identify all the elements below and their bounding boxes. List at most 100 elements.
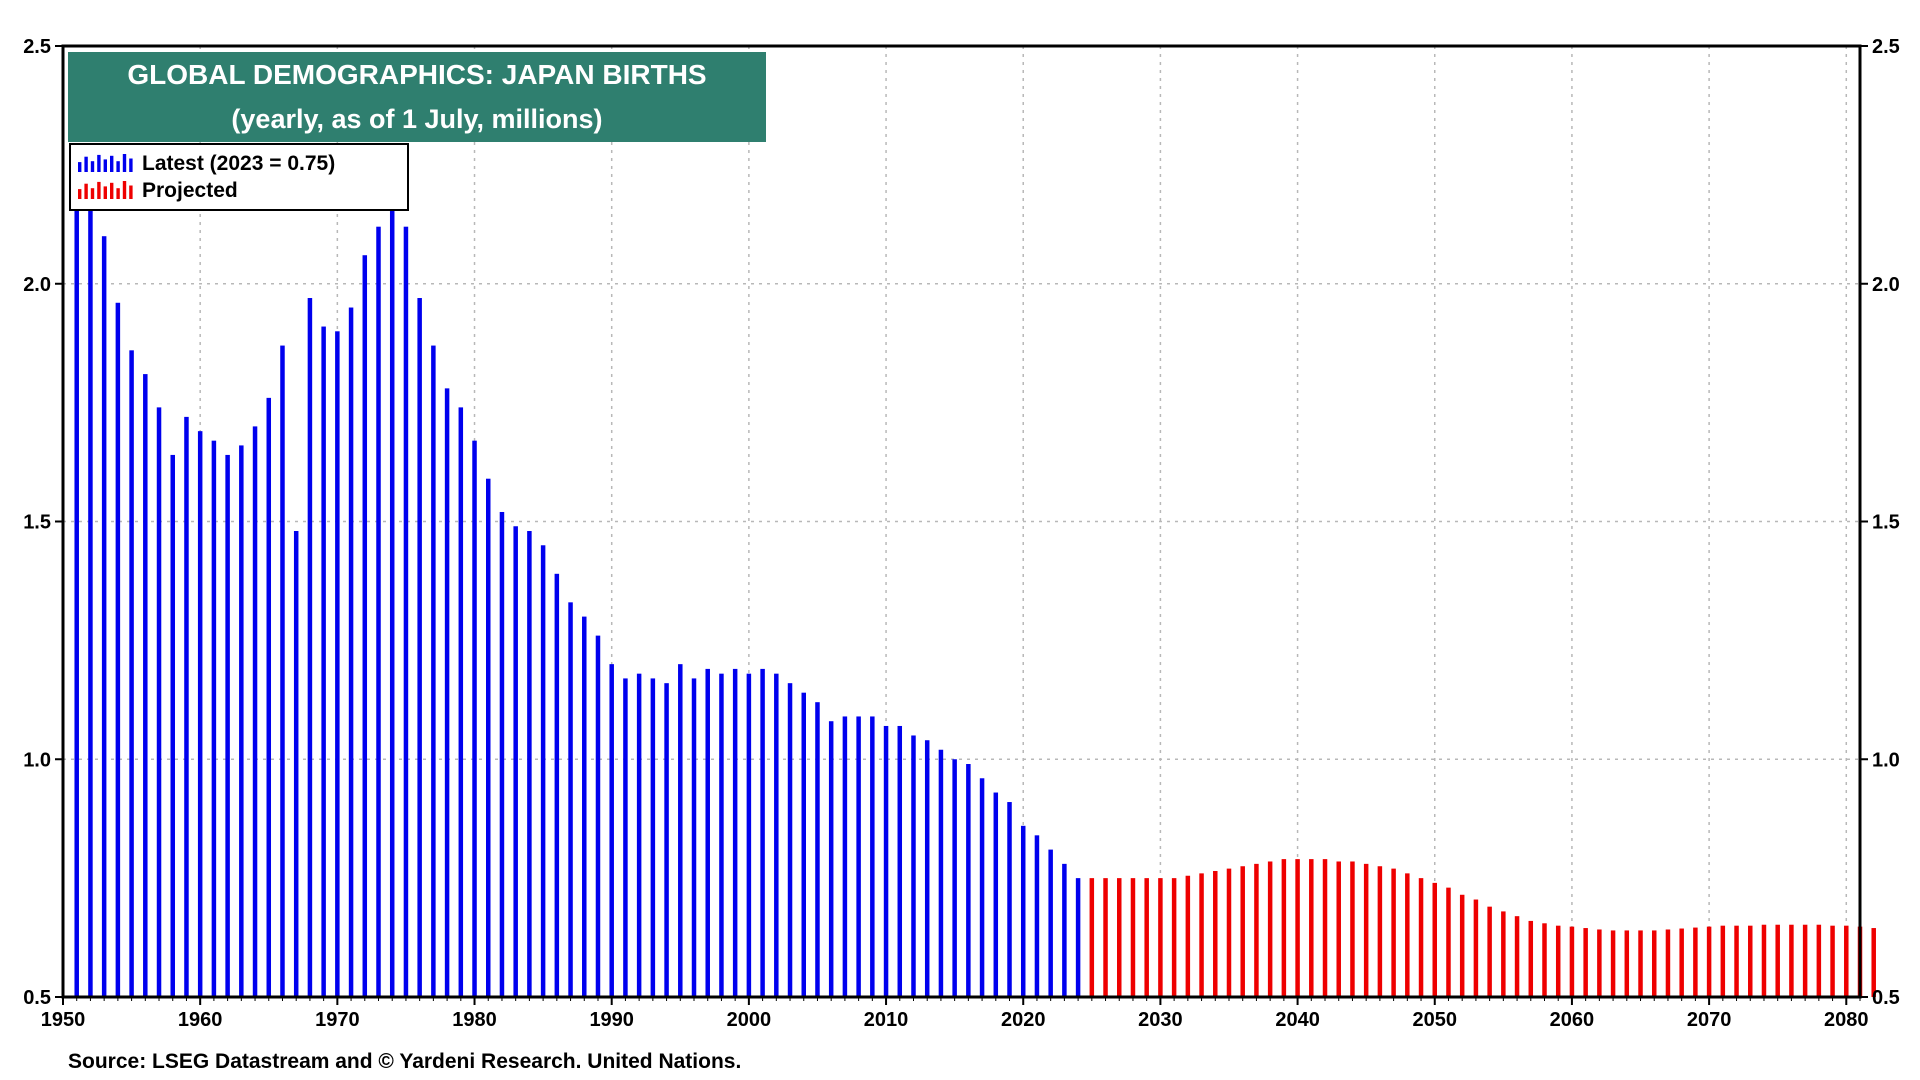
bar-latest bbox=[239, 445, 244, 997]
bar-projected bbox=[1144, 878, 1149, 997]
bar-latest bbox=[225, 454, 230, 997]
bar-projected bbox=[1706, 926, 1712, 997]
legend-swatch-bar bbox=[110, 155, 114, 172]
bar-projected bbox=[1446, 887, 1451, 997]
title-box: GLOBAL DEMOGRAPHICS: JAPAN BIRTHS (yearl… bbox=[68, 52, 766, 142]
bar-projected bbox=[1281, 859, 1287, 997]
bar-projected bbox=[1185, 875, 1191, 997]
x-tick-label: 1970 bbox=[315, 1009, 360, 1031]
bar-projected bbox=[1158, 878, 1163, 997]
bar-projected bbox=[1309, 859, 1314, 997]
bar-projected bbox=[1171, 878, 1177, 997]
legend-label-latest: Latest (2023 = 0.75) bbox=[142, 152, 335, 175]
bar-latest bbox=[883, 725, 889, 997]
bar-latest bbox=[458, 407, 464, 997]
bar-latest bbox=[1020, 825, 1026, 997]
chart-subtitle: (yearly, as of 1 July, millions) bbox=[231, 104, 602, 134]
y-tick-label-left: 2.0 bbox=[23, 274, 51, 296]
bar-projected bbox=[1363, 863, 1369, 997]
bar-latest bbox=[280, 345, 285, 997]
bar-latest bbox=[184, 416, 189, 997]
legend-swatch-bar bbox=[129, 185, 133, 199]
bar-latest bbox=[540, 545, 546, 997]
x-tick-label: 1980 bbox=[452, 1009, 497, 1031]
y-tick-label-left: 0.5 bbox=[23, 987, 51, 1009]
x-tick-label: 1960 bbox=[178, 1009, 223, 1031]
bar-latest bbox=[74, 145, 79, 998]
bar-latest bbox=[911, 735, 916, 997]
bar-projected bbox=[1789, 924, 1794, 997]
bars bbox=[74, 145, 1876, 998]
y-tick-label-right: 0.5 bbox=[1872, 987, 1900, 1009]
bar-latest bbox=[485, 478, 491, 998]
bar-projected bbox=[1651, 930, 1657, 997]
bar-latest bbox=[815, 702, 820, 997]
bar-latest bbox=[513, 526, 518, 997]
bar-projected bbox=[1501, 911, 1506, 997]
bar-projected bbox=[1418, 878, 1424, 997]
bar-projected bbox=[1117, 878, 1122, 997]
bar-latest bbox=[88, 193, 93, 997]
legend-swatch-bar bbox=[103, 159, 107, 172]
legend-swatch-bar bbox=[116, 188, 120, 199]
bar-projected bbox=[1569, 926, 1575, 997]
y-tick-label-right: 2.5 bbox=[1872, 36, 1900, 58]
bar-projected bbox=[1610, 930, 1616, 997]
bar-latest bbox=[828, 721, 834, 997]
bar-projected bbox=[1665, 929, 1671, 997]
bar-latest bbox=[403, 226, 409, 997]
bar-latest bbox=[431, 345, 436, 997]
bar-projected bbox=[1267, 861, 1273, 997]
bar-projected bbox=[1528, 920, 1534, 997]
bar-latest bbox=[143, 374, 148, 998]
legend-swatch-bar bbox=[103, 186, 107, 199]
bar-latest bbox=[746, 673, 752, 997]
bar-projected bbox=[1487, 906, 1492, 997]
bar-projected bbox=[1802, 924, 1808, 997]
bar-projected bbox=[1240, 866, 1245, 997]
bar-latest bbox=[595, 635, 601, 997]
bar-latest bbox=[952, 759, 957, 997]
x-tick-label: 2050 bbox=[1413, 1009, 1458, 1031]
x-tick-label: 2070 bbox=[1687, 1009, 1732, 1031]
bar-latest bbox=[993, 792, 999, 997]
x-tick-label: 1990 bbox=[589, 1009, 634, 1031]
bar-projected bbox=[1638, 930, 1643, 997]
legend-swatch-bar bbox=[97, 181, 101, 199]
bar-latest bbox=[211, 440, 217, 997]
bar-projected bbox=[1473, 899, 1479, 997]
bar-latest bbox=[197, 431, 203, 997]
bar-latest bbox=[705, 668, 710, 997]
bar-latest bbox=[1007, 802, 1012, 997]
x-tick-label: 2010 bbox=[864, 1009, 909, 1031]
bar-projected bbox=[1624, 930, 1630, 997]
bar-latest bbox=[842, 716, 848, 997]
x-tick-label: 2040 bbox=[1275, 1009, 1320, 1031]
bar-latest bbox=[691, 678, 697, 997]
y-tick-label-left: 2.5 bbox=[23, 36, 51, 58]
bar-projected bbox=[1693, 927, 1698, 997]
bar-latest bbox=[376, 226, 381, 997]
legend-swatch-bar bbox=[122, 181, 127, 199]
bar-latest bbox=[582, 616, 587, 997]
bar-latest bbox=[307, 298, 313, 997]
bar-projected bbox=[1720, 925, 1726, 997]
bar-projected bbox=[1830, 925, 1835, 997]
bar-latest bbox=[609, 664, 614, 997]
legend: Latest (2023 = 0.75) Projected bbox=[69, 143, 409, 211]
bar-latest bbox=[156, 407, 162, 997]
source-note: Source: LSEG Datastream and © Yardeni Re… bbox=[68, 1050, 741, 1073]
legend-swatch-bar bbox=[90, 161, 95, 172]
bar-latest bbox=[472, 440, 477, 997]
bar-latest bbox=[362, 255, 368, 998]
bar-latest bbox=[101, 236, 107, 997]
legend-swatch-bar bbox=[110, 182, 114, 199]
legend-swatch-bar bbox=[78, 162, 82, 172]
bar-latest bbox=[856, 716, 861, 997]
y-tick-label-right: 1.0 bbox=[1872, 749, 1900, 771]
bar-projected bbox=[1775, 924, 1780, 997]
bar-projected bbox=[1748, 925, 1753, 997]
bar-projected bbox=[1679, 928, 1684, 997]
bar-latest bbox=[801, 692, 806, 997]
bar-projected bbox=[1254, 863, 1259, 997]
